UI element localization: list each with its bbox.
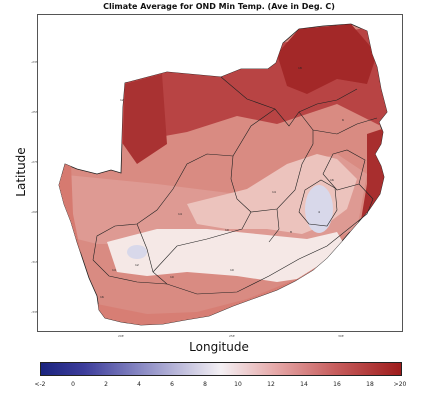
x-tick-label: 30E [338,334,344,338]
zone-hot-limpopo [277,24,377,94]
colorbar-tick: 18 [366,381,374,388]
y-tick-label: -31S [31,260,38,264]
y-tick-label: -23S [31,60,38,64]
province-borders [92,76,378,295]
x-axis-label: Longitude [189,340,249,354]
colorbar-tick: 12 [267,381,275,388]
region-label: 14 [272,190,276,194]
zone-cold-highveld [305,185,333,233]
x-tick-label: 25E [229,334,235,338]
region-label: 12 [120,98,124,102]
y-tick-label: -29S [31,210,38,214]
region-label: 10 [225,228,229,232]
zone-hot-northcape [123,74,167,164]
colorbar-tick: 10 [234,381,242,388]
map-canvas [58,23,388,326]
colorbar-tick: 16 [333,381,341,388]
map-title: Climate Average for OND Min Temp. (Ave i… [103,2,335,11]
region-label: 10 [170,275,174,279]
region-label: 14 [178,212,182,216]
y-tick-label: -27S [31,160,38,164]
region-label: 6 [342,118,344,122]
colorbar-tick: <-2 [34,381,46,388]
colorbar-tick: >20 [393,381,407,388]
colorbar-tick: 14 [300,381,308,388]
region-label: 16 [100,295,104,299]
colorbar-tick: 2 [104,381,108,388]
region-label: 16 [330,178,334,182]
region-label: 12 [135,263,139,267]
lesotho-border [298,179,338,227]
colorbar-tick: 6 [170,381,174,388]
region-label: 18 [298,66,302,70]
zone-cold-karoo [127,245,147,259]
colorbar-tick: 0 [71,381,75,388]
colorbar-tick: 4 [137,381,141,388]
zone-cool-southern-band [107,229,347,282]
region-label: 10 [230,268,234,272]
colorbar-tick: 8 [203,381,207,388]
y-tick-label: -25S [31,110,38,114]
region-label: 8 [290,230,292,234]
colorbar [40,362,402,376]
region-label: 14 [112,268,116,272]
x-tick-label: 20E [118,334,124,338]
y-tick-label: -33S [31,310,38,314]
y-axis-label: Latitude [14,147,28,197]
region-label: 4 [318,210,320,214]
